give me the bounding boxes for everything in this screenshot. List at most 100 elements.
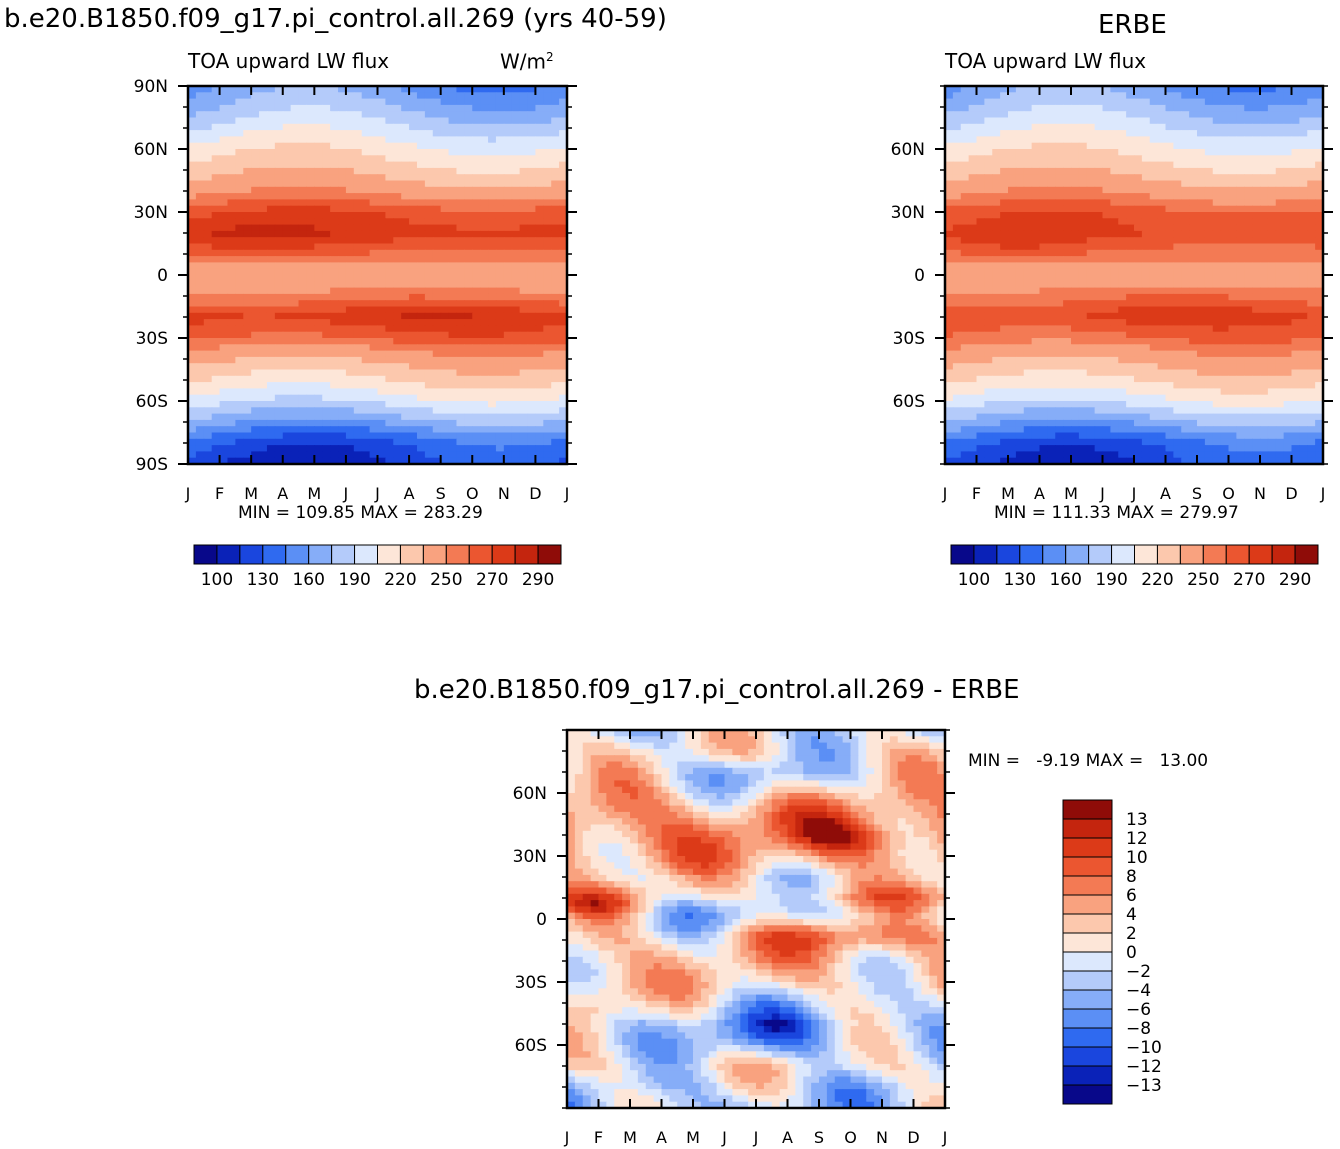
model-heatmap-cell	[543, 199, 552, 207]
obs-heatmap-cell	[968, 287, 978, 295]
obs-heatmap-cell	[1141, 262, 1151, 270]
model-heatmap-cell	[424, 293, 434, 301]
obs-heatmap-cell	[1244, 136, 1253, 144]
obs-heatmap-cell	[1307, 167, 1316, 175]
model-heatmap-cell	[511, 438, 521, 446]
model-heatmap-cell	[535, 186, 544, 194]
model-heatmap-cell	[282, 86, 292, 93]
obs-heatmap-cell	[1000, 218, 1009, 226]
obs-heatmap-cell	[1008, 287, 1017, 295]
obs-heatmap-cell	[1149, 92, 1159, 100]
model-heatmap-cell	[298, 92, 308, 100]
obs-heatmap-cell	[1236, 224, 1245, 232]
obs-heatmap-cell	[1102, 338, 1111, 345]
model-heatmap-cell	[480, 243, 489, 251]
model-heatmap-cell	[464, 363, 473, 371]
obs-heatmap-cell	[1212, 92, 1222, 100]
obs-heatmap-cell	[1252, 199, 1261, 207]
model-heatmap-cell	[543, 92, 552, 100]
model-heatmap-cell	[409, 407, 418, 415]
model-heatmap-cell	[330, 212, 339, 219]
model-heatmap-cell	[227, 445, 236, 452]
model-heatmap-cell	[456, 407, 465, 415]
model-heatmap-cell	[314, 186, 323, 194]
model-heatmap-cell	[448, 155, 458, 163]
model-heatmap-cell	[393, 92, 402, 100]
model-heatmap-cell	[409, 161, 418, 169]
model-heatmap-cell	[353, 142, 363, 150]
model-heatmap-cell	[511, 300, 521, 308]
obs-heatmap-cell	[1134, 199, 1143, 207]
obs-heatmap-cell	[1220, 281, 1230, 289]
model-heatmap-cell	[219, 432, 229, 440]
model-heatmap-cell	[448, 104, 458, 112]
model-heatmap-cell	[227, 319, 236, 326]
model-heatmap-cell	[385, 413, 394, 421]
obs-heatmap-cell	[1165, 256, 1174, 263]
model-heatmap-cell	[440, 224, 450, 232]
model-heatmap-cell	[338, 419, 347, 427]
obs-heatmap-cell	[1141, 155, 1151, 163]
model-heatmap-cell	[188, 149, 197, 156]
model-heatmap-cell	[488, 136, 497, 144]
model-heatmap-cell	[448, 123, 458, 131]
model-heatmap-cell	[314, 275, 323, 282]
model-heatmap-cell	[559, 338, 568, 345]
model-heatmap-cell	[440, 369, 450, 377]
model-heatmap-cell	[535, 243, 544, 251]
obs-heatmap-cell	[1110, 287, 1119, 295]
model-heatmap-cell	[416, 419, 426, 427]
obs-heatmap-cell	[1157, 306, 1167, 314]
model-heatmap-cell	[322, 130, 331, 137]
model-heatmap-cell	[472, 136, 481, 144]
obs-heatmap-cell	[1149, 338, 1159, 345]
model-heatmap-cell	[266, 312, 276, 320]
obs-heatmap-cell	[1110, 186, 1119, 194]
model-heatmap-cell	[203, 104, 213, 112]
model-heatmap-cell	[440, 312, 450, 320]
model-heatmap-cell	[306, 287, 315, 295]
model-heatmap-cell	[472, 275, 481, 282]
model-heatmap-cell	[377, 174, 386, 182]
obs-heatmap-cell	[960, 249, 970, 257]
obs-heatmap-cell	[1008, 205, 1017, 213]
obs-heatmap-cell	[1055, 161, 1064, 169]
model-heatmap-cell	[432, 193, 442, 200]
obs-heatmap-cell	[1173, 104, 1182, 112]
model-heatmap-cell	[361, 86, 371, 93]
model-heatmap-cell	[338, 325, 347, 333]
model-heatmap-cell	[488, 167, 497, 175]
obs-heatmap-cell	[1094, 287, 1104, 295]
model-heatmap-cell	[401, 249, 410, 257]
model-heatmap-cell	[345, 445, 355, 452]
obs-heatmap-cell	[984, 275, 993, 282]
model-heatmap-cell	[385, 193, 394, 200]
obs-heatmap-cell	[1063, 186, 1072, 194]
obs-heatmap-cell	[992, 174, 1001, 182]
obs-heatmap-cell	[1023, 293, 1033, 301]
obs-heatmap-cell	[1126, 111, 1135, 119]
obs-heatmap-cell	[1110, 237, 1119, 245]
obs-heatmap-cell	[1086, 167, 1096, 175]
model-heatmap-cell	[353, 111, 363, 119]
obs-heatmap-cell	[1212, 212, 1222, 219]
obs-heatmap-cell	[1291, 130, 1300, 137]
obs-heatmap-cell	[1078, 155, 1088, 163]
obs-heatmap-cell	[1015, 218, 1025, 226]
model-heatmap-cell	[472, 338, 481, 345]
model-heatmap-cell	[274, 256, 284, 263]
model-heatmap-cell	[495, 117, 505, 125]
model-heatmap-cell	[527, 104, 537, 112]
model-heatmap-cell	[511, 338, 521, 345]
obs-heatmap-cell	[1015, 117, 1025, 125]
obs-heatmap-cell	[1291, 199, 1300, 207]
obs-heatmap-cell	[1173, 275, 1182, 282]
model-heatmap-cell	[456, 319, 465, 326]
obs-heatmap-cell	[1299, 193, 1308, 200]
model-colorbar-swatch	[399, 544, 424, 565]
model-heatmap-cell	[211, 104, 221, 112]
obs-heatmap-cell	[1086, 123, 1096, 131]
model-heatmap-cell	[432, 312, 442, 320]
obs-heatmap-cell	[1173, 193, 1182, 200]
model-heatmap-cell	[298, 432, 308, 440]
